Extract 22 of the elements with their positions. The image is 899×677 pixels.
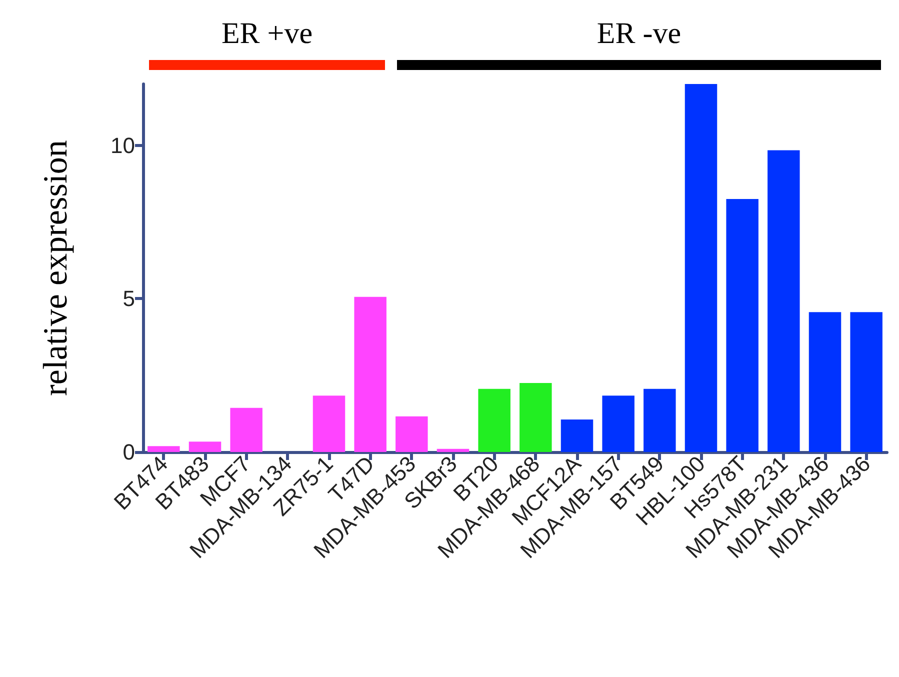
bar xyxy=(520,383,552,452)
bar xyxy=(230,408,262,452)
bar xyxy=(808,312,842,452)
bar xyxy=(850,312,882,452)
bar xyxy=(602,396,634,452)
bar xyxy=(684,84,718,452)
bar xyxy=(726,199,758,452)
text: ER -ve xyxy=(596,16,682,52)
bar xyxy=(644,388,676,452)
y-tick-label: 10 xyxy=(110,132,135,158)
bar xyxy=(188,442,222,452)
bar xyxy=(148,446,180,452)
bar xyxy=(768,150,800,452)
bar xyxy=(478,388,510,452)
text: ER +ve xyxy=(220,16,314,52)
bar xyxy=(396,416,428,452)
bar xyxy=(312,396,346,452)
bar xyxy=(354,296,386,452)
y-tick-label: 5 xyxy=(122,286,135,312)
bar xyxy=(436,448,470,452)
bar xyxy=(560,419,594,452)
y-axis-title: relative expression xyxy=(38,140,74,396)
